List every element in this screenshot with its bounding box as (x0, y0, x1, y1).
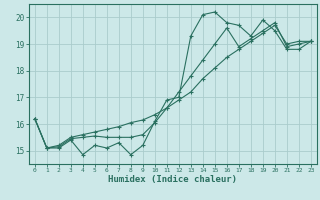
X-axis label: Humidex (Indice chaleur): Humidex (Indice chaleur) (108, 175, 237, 184)
